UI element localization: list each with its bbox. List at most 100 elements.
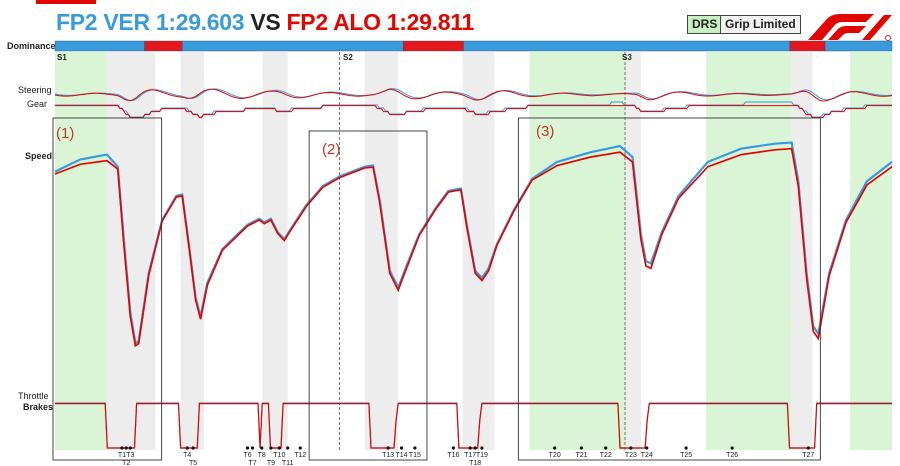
corner-dot-t13 (386, 446, 390, 450)
corner-dot-t6 (245, 446, 250, 450)
corner-label-t6: T6 (243, 452, 251, 459)
corner-label-t15: T15 (409, 452, 421, 459)
f1-logo-icon (808, 14, 892, 41)
corner-label-t22: T22 (600, 452, 612, 459)
annotation-box-3 (517, 117, 821, 461)
gear-traces (55, 101, 892, 119)
corner-label-t20: T20 (549, 452, 561, 459)
corner-dot-t5 (191, 446, 195, 450)
corner-label-t25: T25 (680, 452, 692, 459)
grip-zone-1 (106, 52, 156, 450)
legend-grip-limited: Grip Limited (720, 15, 801, 34)
throttle-label: Throttle (18, 391, 49, 401)
corner-dot-t24 (645, 446, 649, 450)
sector-label-3: S3 (622, 53, 632, 62)
corner-label-t19: T19 (476, 452, 488, 459)
dominance-bar (54, 40, 893, 52)
corner-dot-t26 (730, 446, 734, 450)
alo-lap-title: FP2 ALO 1:29.811 (286, 9, 475, 35)
speed-label: Speed (25, 151, 52, 161)
corner-dot-t8 (260, 446, 264, 450)
sector-label-2: S2 (343, 53, 353, 62)
corner-label-t4: T4 (183, 452, 191, 459)
gear-label: Gear (27, 99, 47, 109)
annotation-label-2: (2) (322, 141, 340, 158)
steering-label: Steering (18, 85, 52, 95)
corner-label-t12: T12 (294, 452, 306, 459)
speed-traces (54, 141, 893, 348)
drs-zone-4 (850, 52, 892, 450)
corner-label-t3: T3 (126, 452, 134, 459)
dominance-segment-3 (182, 40, 404, 52)
corner-dot-t11 (286, 446, 290, 450)
corner-dot-t1 (120, 446, 124, 450)
corner-dot-t16 (451, 446, 456, 450)
annotation-boxes (52, 117, 821, 461)
corner-dot-t25 (684, 446, 688, 450)
grip-zone-3 (262, 52, 288, 450)
corner-label-t11: T11 (282, 460, 294, 466)
gear-trace-alo (55, 105, 892, 119)
page-title: FP2 VER 1:29.603 VS FP2 ALO 1:29.811 (56, 8, 474, 36)
corner-label-t7: T7 (248, 460, 256, 466)
corner-dot-t17 (468, 446, 472, 450)
grip-zone-6 (624, 52, 641, 450)
corner-label-t27: T27 (802, 452, 814, 459)
corner-dot-t3 (128, 446, 132, 450)
dominance-segment-2 (144, 40, 183, 52)
corner-label-t26: T26 (726, 452, 738, 459)
grip-zone-7 (791, 52, 813, 450)
corner-label-t13: T13 (382, 452, 394, 459)
corner-dot-t22 (604, 446, 608, 450)
header-accent-bar (36, 0, 96, 4)
dominance-segment-5 (463, 40, 791, 52)
brakes-label: Brakes (23, 402, 53, 412)
corner-label-t17: T17 (464, 452, 476, 459)
corner-dot-t19 (480, 446, 484, 450)
annotation-box-2 (308, 130, 428, 461)
steering-trace-ver (54, 88, 893, 102)
corner-dot-t14 (399, 446, 404, 450)
grip-zone-2 (180, 52, 204, 450)
corner-dot-t12 (298, 446, 302, 450)
corner-label-t14: T14 (395, 452, 407, 459)
corner-label-t21: T21 (575, 452, 587, 459)
corner-dot-t20 (553, 446, 557, 450)
corner-dot-t27 (806, 446, 810, 450)
corner-label-t5: T5 (189, 460, 197, 466)
drs-zone-2 (529, 52, 625, 450)
corner-label-t24: T24 (641, 452, 653, 459)
annotation-box-1 (52, 117, 163, 461)
corner-label-t23: T23 (625, 452, 637, 459)
corner-label-t8: T8 (258, 452, 266, 459)
corner-label-t16: T16 (447, 452, 459, 459)
corner-label-t9: T9 (267, 460, 275, 466)
grip-zone-4 (364, 52, 399, 450)
dominance-label: Dominance (7, 41, 56, 51)
ver-lap-title: FP2 VER 1:29.603 (56, 9, 245, 35)
steering-trace-alo (54, 88, 893, 102)
corner-dot-t7 (250, 446, 255, 450)
corner-dot-t9 (269, 446, 273, 450)
corner-label-t10: T10 (273, 452, 285, 459)
drs-zone-1 (55, 52, 107, 450)
corner-label-t18: T18 (469, 460, 481, 466)
corner-dot-t10 (277, 446, 281, 450)
corner-dot-t2 (124, 446, 128, 450)
annotation-label-3: (3) (536, 123, 554, 140)
corner-dot-t23 (629, 446, 633, 450)
corner-label-t2: T2 (122, 460, 130, 466)
corner-dot-t21 (579, 446, 584, 450)
corner-dot-t15 (413, 446, 417, 450)
grip-zone-5 (462, 52, 495, 450)
annotation-label-1: (1) (56, 125, 74, 142)
corner-dot-t18 (473, 446, 477, 450)
drs-zone-3 (706, 52, 792, 450)
dominance-segment-1 (54, 40, 145, 52)
steering-traces (54, 88, 893, 102)
corner-label-t1: T1 (118, 452, 126, 459)
corner-dot-t4 (185, 446, 189, 450)
speed-trace-alo (54, 147, 893, 348)
